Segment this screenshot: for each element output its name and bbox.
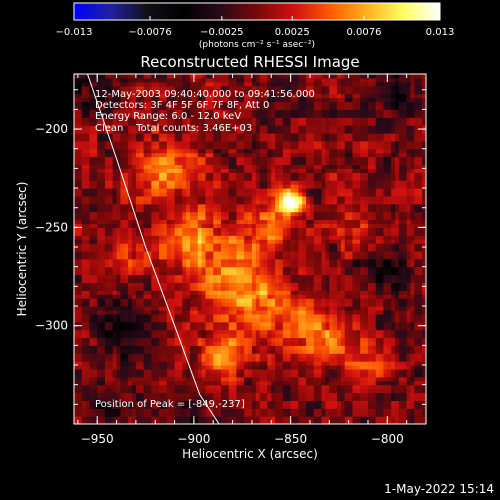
x-tick-label: −850 [274,432,307,446]
annotation-peak: Position of Peak = [-849,-237] [95,399,245,410]
y-tick-label: −300 [35,319,68,333]
y-tick-label: −250 [35,220,68,234]
chart-title: Reconstructed RHESSI Image [140,53,359,71]
x-axis: −950 −900 −850 −800 [77,74,427,446]
timestamp: 1-May-2022 15:14 [384,482,494,496]
annotation-clean: Clean Total counts: 3.46E+03 [95,123,252,134]
colorbar-tick-label: 0.013 [426,27,455,38]
x-tick-label: −950 [81,432,114,446]
colorbar-tick-label: −0.0025 [200,27,243,38]
annotation-time: 12-May-2003 09:40:40.000 to 09:41:56.000 [95,89,315,100]
colorbar-units: (photons cm⁻² s⁻¹ asec⁻²) [199,40,315,50]
annotation-energy: Energy Range: 6.0 - 12.0 keV [95,111,241,122]
y-axis-label: Heliocentric Y (arcsec) [15,182,29,317]
colorbar-gradient [73,2,441,21]
plot-frame [73,73,427,425]
colorbar-tick-label: −0.0076 [128,27,171,38]
heatmap-cells [74,74,426,424]
colorbar-tick-label: 0.0025 [275,27,310,38]
annotation-detectors: Detectors: 3F 4F 5F 6F 7F 8F, Att 0 [95,100,269,111]
solar-limb-line [87,74,220,424]
x-tick-label: −800 [371,432,404,446]
colorbar: −0.013 −0.0076 −0.0025 0.0025 0.0076 0.013 (p… [55,2,455,50]
colorbar-tick-label: 0.0076 [346,27,381,38]
x-axis-label: Heliocentric X (arcsec) [182,447,318,461]
y-tick-label: −200 [35,122,68,136]
y-axis: −200 −250 −300 [35,89,426,405]
x-tick-label: −900 [177,432,210,446]
colorbar-tick-label: −0.013 [55,27,92,38]
